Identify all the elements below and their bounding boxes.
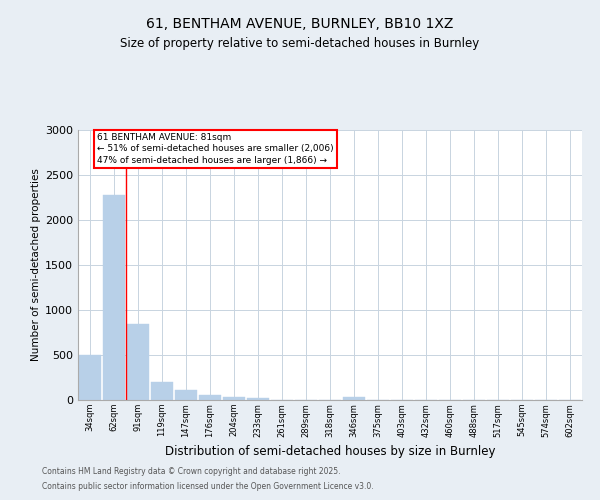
Bar — [127, 324, 149, 400]
Bar — [175, 390, 197, 400]
Text: Contains public sector information licensed under the Open Government Licence v3: Contains public sector information licen… — [42, 482, 374, 491]
Text: 61 BENTHAM AVENUE: 81sqm
← 51% of semi-detached houses are smaller (2,006)
47% o: 61 BENTHAM AVENUE: 81sqm ← 51% of semi-d… — [97, 132, 334, 166]
Text: 61, BENTHAM AVENUE, BURNLEY, BB10 1XZ: 61, BENTHAM AVENUE, BURNLEY, BB10 1XZ — [146, 18, 454, 32]
Bar — [199, 394, 221, 400]
Text: Contains HM Land Registry data © Crown copyright and database right 2025.: Contains HM Land Registry data © Crown c… — [42, 467, 341, 476]
Text: Size of property relative to semi-detached houses in Burnley: Size of property relative to semi-detach… — [121, 38, 479, 51]
X-axis label: Distribution of semi-detached houses by size in Burnley: Distribution of semi-detached houses by … — [165, 445, 495, 458]
Bar — [103, 195, 125, 400]
Bar — [223, 398, 245, 400]
Bar — [247, 398, 269, 400]
Bar — [151, 382, 173, 400]
Y-axis label: Number of semi-detached properties: Number of semi-detached properties — [31, 168, 41, 362]
Bar — [79, 355, 101, 400]
Bar — [343, 398, 365, 400]
